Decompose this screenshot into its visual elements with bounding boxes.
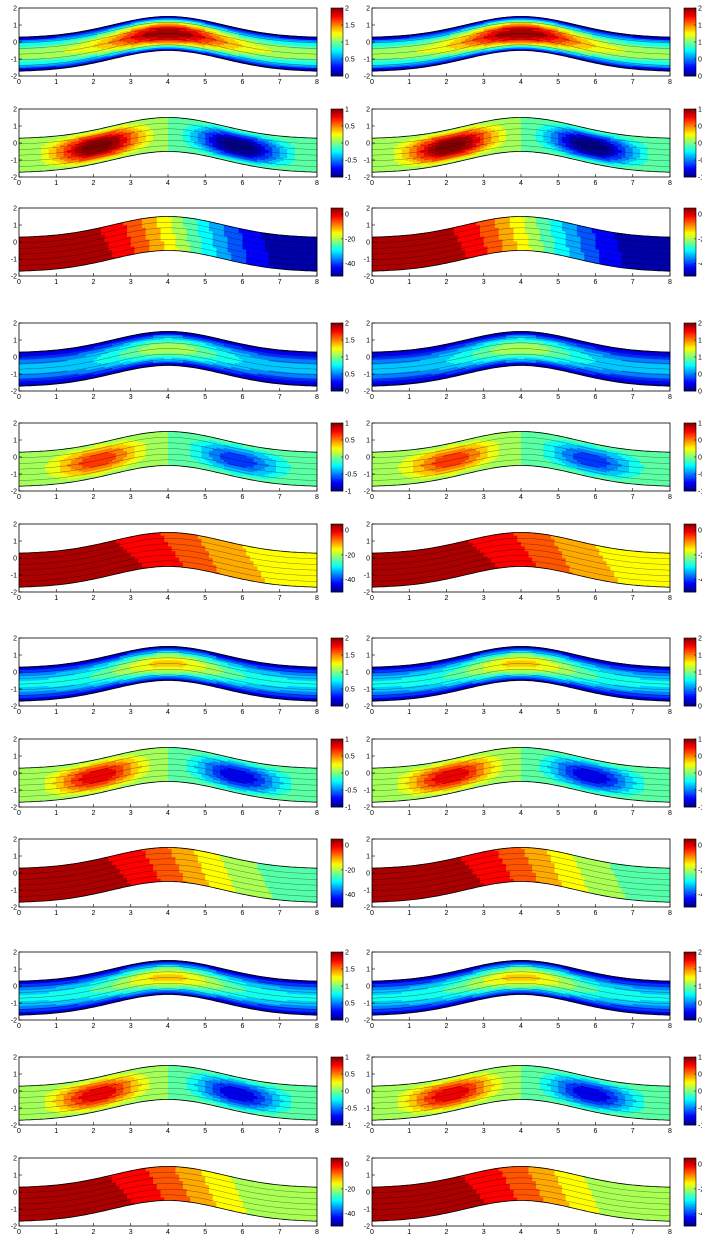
x-tick-label: 8 bbox=[315, 79, 319, 86]
x-tick-label: 3 bbox=[129, 79, 133, 86]
x-tick-label: 0 bbox=[17, 79, 21, 86]
colorbar-tick-label: 0.5 bbox=[345, 57, 355, 64]
y-tick-label: 2 bbox=[13, 6, 17, 13]
colorbar-tick-label: 1.5 bbox=[345, 23, 355, 30]
y-tick-label: -2 bbox=[11, 74, 17, 81]
x-tick-label: 6 bbox=[241, 79, 245, 86]
colorbar-tick-label: 1 bbox=[345, 40, 349, 47]
colorbar-tick-label: 2 bbox=[345, 6, 349, 13]
x-tick-label: 4 bbox=[166, 79, 170, 86]
colorbar-tick-label: 0 bbox=[345, 74, 349, 81]
y-tick-label: 0 bbox=[13, 40, 17, 47]
y-tick-label: 1 bbox=[13, 23, 17, 30]
panel-r1-c1: 0 1 2 3 4 5 6 7 8 2 1 0 -1 -2 2 1.5 1 0.5 0 bbox=[11, 6, 355, 87]
x-tick-label: 7 bbox=[278, 79, 282, 86]
y-tick-label: -1 bbox=[11, 57, 17, 64]
x-tick-label: 5 bbox=[203, 79, 207, 86]
x-tick-label: 1 bbox=[54, 79, 58, 86]
x-tick-label: 2 bbox=[92, 79, 96, 86]
